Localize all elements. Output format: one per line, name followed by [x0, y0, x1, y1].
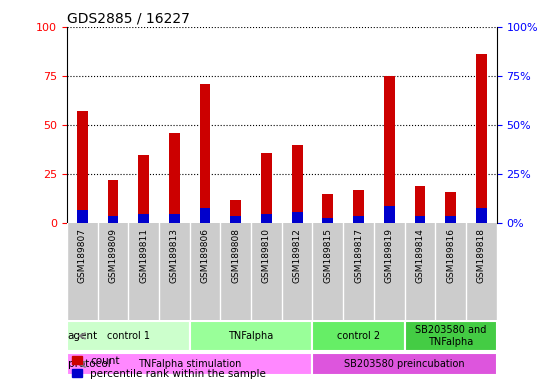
Text: TNFalpha stimulation: TNFalpha stimulation — [138, 359, 242, 369]
Text: GSM189811: GSM189811 — [139, 228, 148, 283]
Bar — [292, 212, 302, 223]
Legend: count, percentile rank within the sample: count, percentile rank within the sample — [72, 356, 266, 379]
Bar — [261, 153, 272, 223]
Text: GSM189816: GSM189816 — [446, 228, 455, 283]
Text: GSM189810: GSM189810 — [262, 228, 271, 283]
Text: GSM189814: GSM189814 — [415, 228, 425, 283]
Text: GSM189807: GSM189807 — [78, 228, 87, 283]
Bar — [476, 55, 487, 223]
Text: GSM189809: GSM189809 — [108, 228, 118, 283]
Bar — [415, 186, 425, 223]
Bar — [292, 145, 302, 223]
Text: SB203580 preincubation: SB203580 preincubation — [344, 359, 465, 369]
Text: control 1: control 1 — [107, 331, 150, 341]
Text: GSM189813: GSM189813 — [170, 228, 179, 283]
Bar — [230, 200, 241, 223]
Bar — [323, 194, 333, 223]
Text: GSM189815: GSM189815 — [323, 228, 333, 283]
Bar — [476, 208, 487, 223]
Bar — [445, 215, 456, 223]
Bar — [200, 208, 210, 223]
Bar — [353, 215, 364, 223]
Text: GSM189818: GSM189818 — [477, 228, 486, 283]
Bar — [230, 215, 241, 223]
Bar — [190, 321, 312, 351]
Bar — [169, 214, 180, 223]
Bar — [261, 214, 272, 223]
Text: GSM189808: GSM189808 — [231, 228, 240, 283]
Bar — [108, 180, 118, 223]
Bar — [312, 321, 405, 351]
Bar — [384, 76, 395, 223]
Bar — [138, 214, 149, 223]
Bar — [67, 354, 312, 375]
Bar — [312, 354, 497, 375]
Bar — [169, 133, 180, 223]
Text: agent: agent — [68, 331, 98, 341]
Bar — [323, 218, 333, 223]
Text: SB203580 and
TNFalpha: SB203580 and TNFalpha — [415, 325, 486, 347]
Bar — [77, 210, 88, 223]
Bar — [405, 321, 497, 351]
Bar — [353, 190, 364, 223]
Bar — [384, 206, 395, 223]
Text: GSM189819: GSM189819 — [384, 228, 394, 283]
Bar — [138, 155, 149, 223]
Text: TNFalpha: TNFalpha — [228, 331, 274, 341]
Text: GSM189817: GSM189817 — [354, 228, 363, 283]
Text: protocol: protocol — [68, 359, 110, 369]
Bar — [67, 321, 190, 351]
Bar — [200, 84, 210, 223]
Bar — [415, 215, 425, 223]
Text: GSM189812: GSM189812 — [292, 228, 302, 283]
Text: GSM189806: GSM189806 — [200, 228, 210, 283]
Text: GDS2885 / 16227: GDS2885 / 16227 — [67, 12, 190, 26]
Bar — [77, 111, 88, 223]
Bar — [108, 215, 118, 223]
Bar — [445, 192, 456, 223]
Text: control 2: control 2 — [337, 331, 380, 341]
